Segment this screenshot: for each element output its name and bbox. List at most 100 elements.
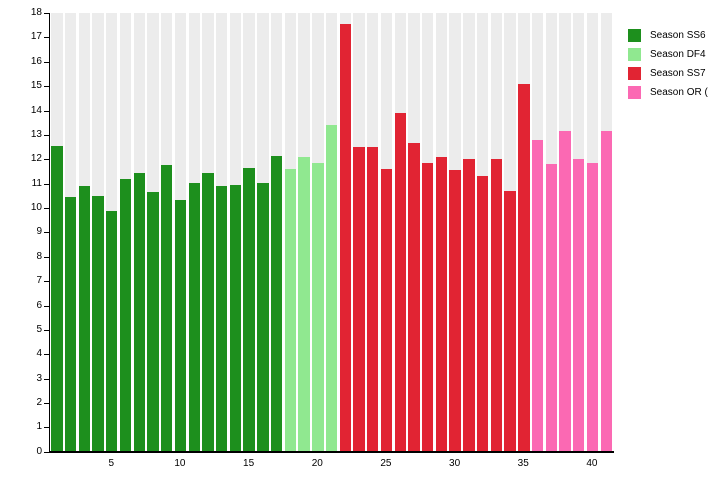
bar <box>161 165 173 452</box>
bar-slot <box>490 13 504 452</box>
legend-swatch-icon <box>628 48 641 61</box>
bar <box>284 169 297 452</box>
bar-slot <box>325 13 339 452</box>
bar-slot <box>91 13 105 452</box>
legend-item: Season SS7 <box>628 67 708 80</box>
y-tick-mark <box>44 305 49 307</box>
bar-slot <box>283 13 297 452</box>
bar <box>78 186 91 452</box>
y-tick-label: 2 <box>36 397 42 409</box>
bar-slot <box>174 13 188 452</box>
legend: Season SS6 Season DF4 Season SS7 Season OR … <box>628 29 708 105</box>
bar <box>92 195 104 452</box>
legend-item: Season SS6 <box>628 29 708 42</box>
legend-label: Season SS7 <box>650 68 706 79</box>
bar-slot <box>380 13 394 452</box>
x-tick-label: 40 <box>586 458 598 469</box>
y-tick-mark <box>44 183 49 185</box>
bar-slot <box>435 13 449 452</box>
y-tick-mark <box>44 86 49 88</box>
bar <box>119 178 132 452</box>
y-tick-mark <box>44 427 49 429</box>
bar <box>353 147 365 452</box>
y-tick-label: 5 <box>36 323 42 335</box>
x-tick-label: 30 <box>449 458 461 469</box>
y-tick-label: 11 <box>31 177 42 189</box>
y-tick-label: 0 <box>36 445 42 457</box>
y-tick-label: 9 <box>36 226 42 238</box>
y-tick-label: 17 <box>30 31 42 43</box>
y-tick-mark <box>44 451 49 453</box>
bar-slot <box>572 13 586 452</box>
bar <box>270 155 283 452</box>
bar-slot <box>256 13 270 452</box>
x-tick-label: 20 <box>311 458 323 469</box>
bar-slot <box>421 13 435 452</box>
y-tick-mark <box>44 354 49 356</box>
y-tick-label: 4 <box>36 348 42 360</box>
bar-slot <box>517 13 531 452</box>
y-tick-label: 16 <box>30 55 42 67</box>
bar <box>243 167 255 452</box>
bar-slot <box>544 13 558 452</box>
legend-swatch-icon <box>628 67 641 80</box>
bar <box>394 113 406 452</box>
y-tick-mark <box>44 61 49 63</box>
bar <box>298 156 310 452</box>
y-tick-mark <box>44 232 49 234</box>
bar-slot <box>599 13 613 452</box>
x-tick-label: 25 <box>380 458 392 469</box>
bar <box>339 23 351 452</box>
y-tick-mark <box>44 37 49 39</box>
y-tick-label: 10 <box>30 202 42 214</box>
bar <box>367 147 379 452</box>
y-tick-mark <box>44 281 49 283</box>
bar <box>531 139 544 452</box>
bar <box>504 191 516 452</box>
bar-slot <box>352 13 366 452</box>
bar-slot <box>393 13 407 452</box>
legend-item: Season OR ( <box>628 86 708 99</box>
legend-label: Season OR ( <box>650 87 708 98</box>
legend-label: Season DF4 <box>650 49 706 60</box>
bar <box>147 192 159 452</box>
bar <box>559 131 571 452</box>
bar-slot <box>215 13 229 452</box>
y-tick-mark <box>44 208 49 210</box>
bar-slot <box>503 13 517 452</box>
y-tick-label: 7 <box>36 275 42 287</box>
bar <box>216 186 228 452</box>
bar-slot <box>476 13 490 452</box>
bar-slot <box>366 13 380 452</box>
bar-slot <box>297 13 311 452</box>
y-tick-mark <box>44 256 49 258</box>
bar <box>325 125 338 452</box>
legend-swatch-icon <box>628 86 641 99</box>
x-tick-label: 5 <box>108 458 115 469</box>
y-tick-label: 13 <box>30 128 42 140</box>
bar <box>257 182 269 452</box>
bar-slot <box>448 13 462 452</box>
bar <box>518 83 530 452</box>
bar <box>490 159 503 452</box>
y-tick-mark <box>44 134 49 136</box>
bar-slot <box>229 13 243 452</box>
y-tick-mark <box>44 329 49 331</box>
y-tick-mark <box>44 403 49 405</box>
bar-slot <box>105 13 119 452</box>
bar-slot <box>531 13 545 452</box>
bar-slot <box>132 13 146 452</box>
y-tick-label: 14 <box>30 104 42 116</box>
y-tick-mark <box>44 13 49 14</box>
bar-slot <box>558 13 572 452</box>
bar <box>380 169 393 452</box>
bar <box>51 145 63 452</box>
y-tick-label: 6 <box>36 299 42 311</box>
x-tick-label: 10 <box>174 458 186 469</box>
bar <box>422 163 434 452</box>
bar-slot <box>50 13 64 452</box>
bar <box>188 182 200 452</box>
bar <box>106 210 118 452</box>
bar-slot <box>407 13 421 452</box>
